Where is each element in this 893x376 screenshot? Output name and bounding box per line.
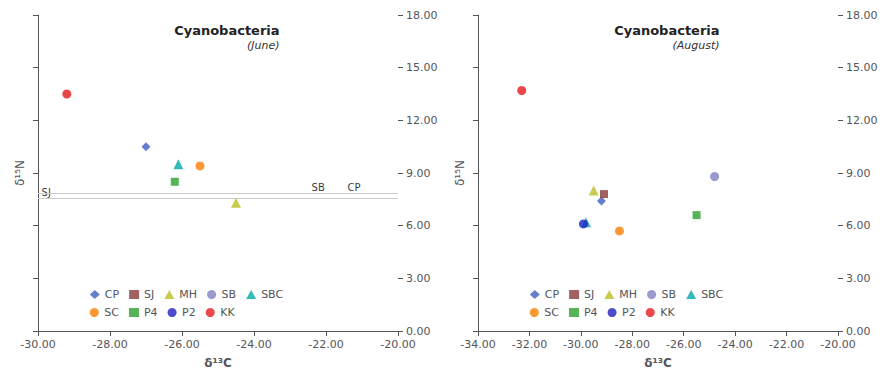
svg-text:15.00: 15.00 [406, 61, 438, 74]
svg-text:-30.00: -30.00 [20, 338, 55, 351]
svg-text:12.00: 12.00 [406, 114, 438, 127]
svg-text:CP: CP [348, 182, 361, 193]
svg-text:SBC: SBC [261, 288, 283, 301]
svg-text:-28.00: -28.00 [615, 338, 650, 351]
svg-text:9.00: 9.00 [406, 167, 431, 180]
svg-text:3.00: 3.00 [406, 272, 431, 285]
svg-text:δ¹³C: δ¹³C [204, 356, 232, 370]
svg-text:CP: CP [105, 288, 120, 301]
svg-text:CP: CP [545, 288, 560, 301]
svg-text:9.00: 9.00 [846, 167, 871, 180]
svg-text:-26.00: -26.00 [666, 338, 701, 351]
svg-text:0.00: 0.00 [406, 325, 431, 338]
svg-text:KK: KK [220, 306, 235, 319]
svg-text:MH: MH [619, 288, 637, 301]
svg-text:SBC: SBC [701, 288, 723, 301]
svg-text:-28.00: -28.00 [92, 338, 127, 351]
svg-text:-20.00: -20.00 [820, 338, 855, 351]
svg-text:MH: MH [179, 288, 197, 301]
svg-text:-30.00: -30.00 [563, 338, 598, 351]
svg-text:-24.00: -24.00 [717, 338, 752, 351]
svg-text:SC: SC [104, 306, 119, 319]
svg-text:Cyanobacteria: Cyanobacteria [614, 23, 719, 38]
svg-text:SB: SB [222, 288, 237, 301]
svg-text:δ¹³C: δ¹³C [644, 356, 672, 370]
svg-text:SC: SC [544, 306, 559, 319]
svg-text:-20.00: -20.00 [380, 338, 415, 351]
svg-text:-24.00: -24.00 [236, 338, 271, 351]
svg-text:P4: P4 [584, 306, 598, 319]
svg-text:δ¹⁵N: δ¹⁵N [453, 160, 467, 186]
svg-text:6.00: 6.00 [406, 219, 431, 232]
svg-text:18.00: 18.00 [846, 9, 878, 22]
svg-text:SJ: SJ [42, 187, 51, 198]
svg-text:-22.00: -22.00 [769, 338, 804, 351]
svg-text:(August): (August) [672, 39, 719, 52]
svg-text:-26.00: -26.00 [164, 338, 199, 351]
svg-text:12.00: 12.00 [846, 114, 878, 127]
svg-text:SJ: SJ [144, 288, 154, 301]
svg-text:P2: P2 [622, 306, 636, 319]
svg-text:15.00: 15.00 [846, 61, 878, 74]
svg-text:-34.00: -34.00 [460, 338, 495, 351]
svg-text:6.00: 6.00 [846, 219, 871, 232]
svg-text:SB: SB [312, 182, 325, 193]
svg-text:18.00: 18.00 [406, 9, 438, 22]
svg-text:P2: P2 [182, 306, 196, 319]
svg-text:KK: KK [660, 306, 675, 319]
svg-text:P4: P4 [144, 306, 158, 319]
svg-text:(June): (June) [247, 39, 280, 52]
svg-text:-22.00: -22.00 [308, 338, 343, 351]
svg-text:SB: SB [662, 288, 677, 301]
svg-text:0.00: 0.00 [846, 325, 871, 338]
svg-text:3.00: 3.00 [846, 272, 871, 285]
svg-text:SJ: SJ [584, 288, 594, 301]
svg-text:-32.00: -32.00 [512, 338, 547, 351]
svg-text:δ¹⁵N: δ¹⁵N [13, 160, 27, 186]
svg-text:Cyanobacteria: Cyanobacteria [174, 23, 279, 38]
